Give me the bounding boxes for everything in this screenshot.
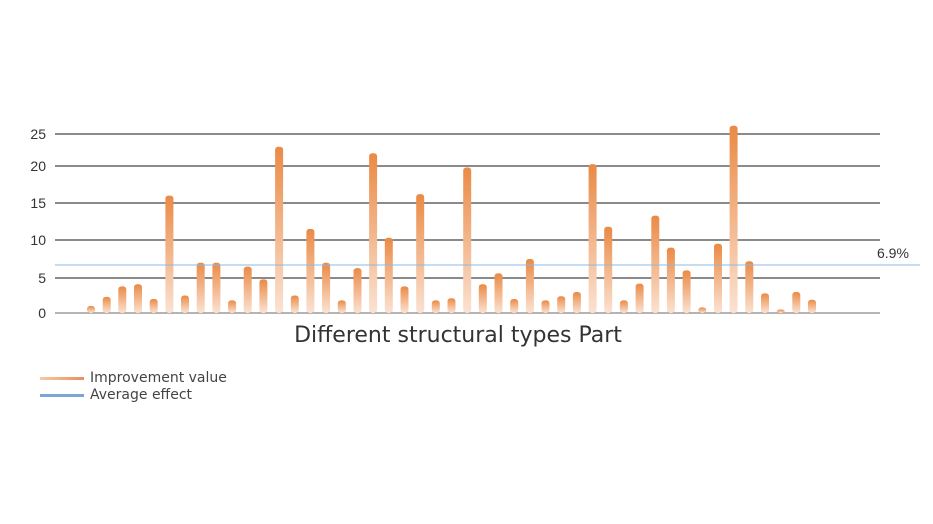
bar xyxy=(776,309,785,313)
legend-swatch-average xyxy=(40,393,84,397)
bar xyxy=(384,237,393,313)
bar xyxy=(557,296,566,313)
y-tick-label: 10 xyxy=(30,232,46,248)
bar xyxy=(651,215,660,313)
bar xyxy=(228,300,237,313)
legend: Improvement value Average effect xyxy=(40,370,227,404)
bar xyxy=(400,286,409,313)
legend-item-average: Average effect xyxy=(40,387,227,403)
bar xyxy=(525,259,534,313)
bar xyxy=(682,270,691,313)
bar xyxy=(322,262,331,313)
bar xyxy=(306,228,315,313)
bar xyxy=(196,262,205,313)
bar xyxy=(494,273,503,313)
bar xyxy=(604,226,613,313)
bar xyxy=(729,125,738,313)
bar xyxy=(745,261,754,313)
bar xyxy=(792,292,801,313)
legend-item-improvement: Improvement value xyxy=(40,370,227,386)
legend-label-average: Average effect xyxy=(90,387,192,403)
bar xyxy=(134,284,142,313)
bar xyxy=(808,299,816,313)
y-tick-label: 25 xyxy=(30,126,46,142)
bar xyxy=(541,300,550,313)
bar xyxy=(165,195,174,313)
bar xyxy=(447,298,456,313)
bar xyxy=(275,146,284,313)
legend-swatch-improvement xyxy=(40,376,84,380)
bar xyxy=(243,266,252,313)
y-tick-label: 5 xyxy=(38,270,46,286)
y-tick-label: 0 xyxy=(38,305,46,321)
bar xyxy=(416,194,425,313)
bar xyxy=(337,300,346,313)
bar xyxy=(102,296,111,313)
bar xyxy=(761,293,769,313)
bar xyxy=(290,295,299,313)
y-tick-label: 15 xyxy=(30,195,46,211)
bar xyxy=(619,300,628,313)
bar xyxy=(588,164,597,313)
bar xyxy=(463,167,472,313)
bar xyxy=(510,299,519,313)
bar xyxy=(714,243,722,313)
bar xyxy=(259,279,268,313)
bar xyxy=(87,306,95,313)
legend-label-improvement: Improvement value xyxy=(90,370,227,386)
bar xyxy=(353,268,362,313)
y-tick-label: 20 xyxy=(30,158,46,174)
bar xyxy=(431,300,440,313)
x-axis-title: Different structural types Part xyxy=(294,323,622,348)
bar xyxy=(478,284,487,313)
bar xyxy=(212,262,221,313)
bar xyxy=(666,247,675,313)
bar xyxy=(149,299,158,313)
bar xyxy=(118,286,127,313)
bar xyxy=(698,307,707,313)
average-value-label: 6.9% xyxy=(877,245,909,261)
bar xyxy=(635,283,644,313)
bar xyxy=(572,292,581,313)
bar xyxy=(369,153,378,313)
bar xyxy=(181,295,189,313)
